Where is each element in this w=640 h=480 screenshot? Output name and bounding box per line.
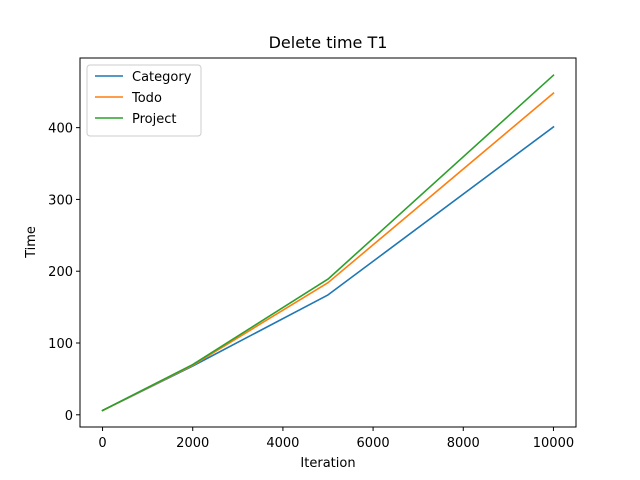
x-tick-label: 0: [98, 436, 106, 451]
legend-label-category: Category: [132, 70, 192, 85]
legend-label-project: Project: [132, 112, 176, 127]
plot-area: [101, 74, 555, 412]
series-line-project: [101, 74, 555, 412]
x-tick-label: 10000: [533, 436, 574, 451]
chart-title: Delete time T1: [269, 33, 388, 52]
x-tick-label: 6000: [357, 436, 390, 451]
y-axis: 0 100 200 300 400: [48, 122, 80, 424]
x-axis-label: Iteration: [300, 456, 355, 471]
y-tick-label: 200: [48, 265, 73, 280]
y-tick-label: 400: [48, 122, 73, 137]
x-tick-label: 2000: [176, 436, 209, 451]
y-tick-label: 100: [48, 337, 73, 352]
y-axis-label: Time: [24, 226, 39, 259]
y-tick-label: 300: [48, 193, 73, 208]
x-tick-label: 4000: [266, 436, 299, 451]
x-axis: 0 2000 4000 6000 8000 10000: [98, 427, 574, 451]
legend: Category Todo Project: [86, 64, 202, 137]
y-tick-label: 0: [65, 409, 73, 424]
legend-label-todo: Todo: [131, 91, 162, 106]
plot-frame: [79, 57, 577, 428]
x-tick-label: 8000: [447, 436, 480, 451]
